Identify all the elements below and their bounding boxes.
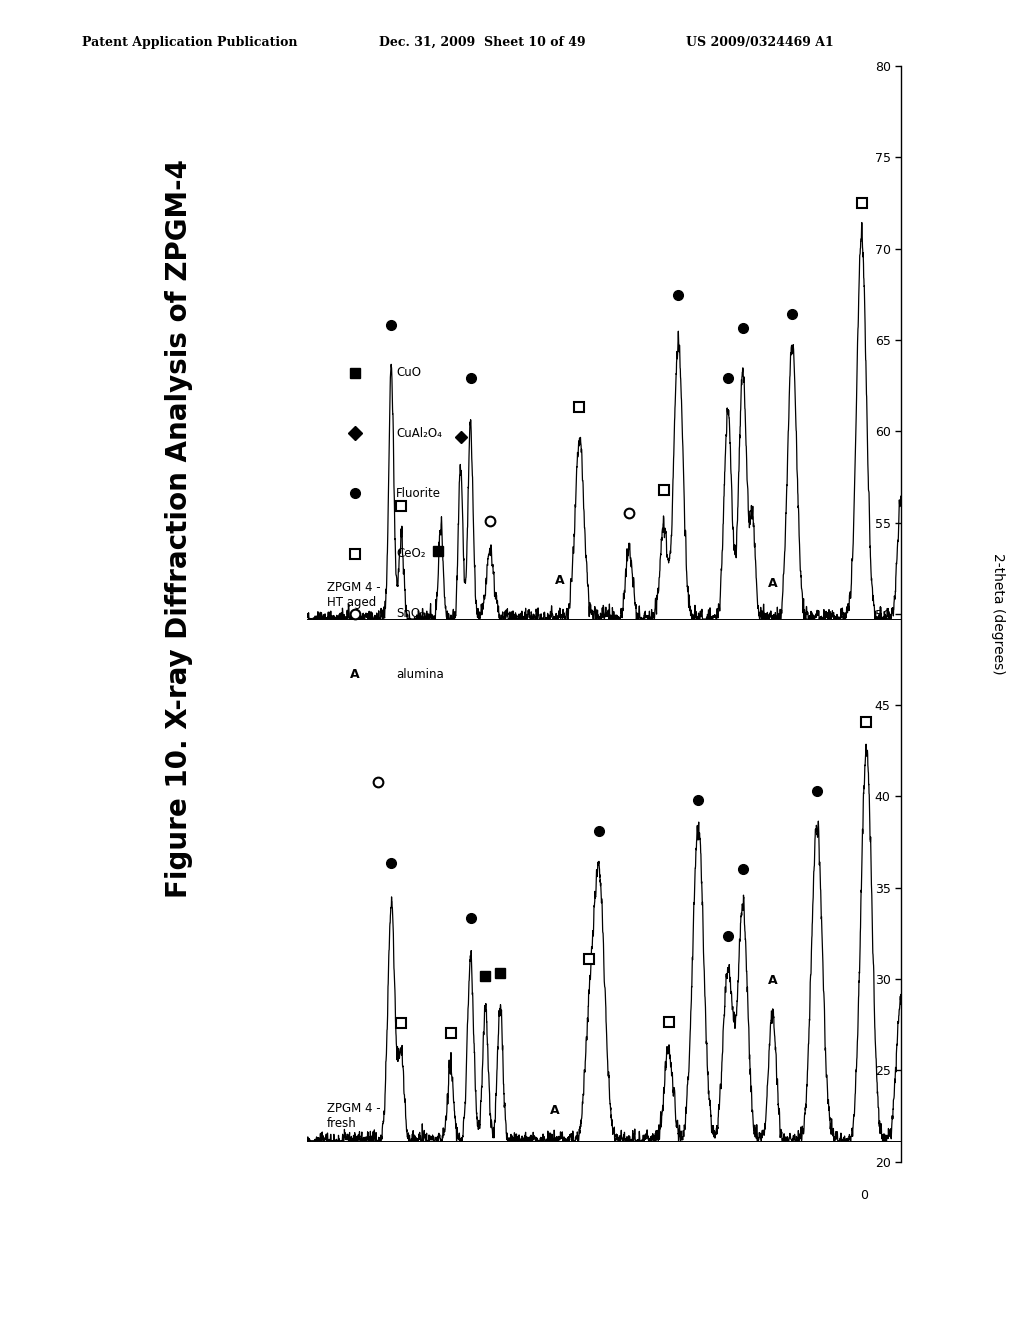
Text: ZPGM 4 -
HT aged: ZPGM 4 - HT aged [327, 581, 381, 609]
Text: US 2009/0324469 A1: US 2009/0324469 A1 [686, 36, 834, 49]
Text: 2-theta (degrees): 2-theta (degrees) [991, 553, 1006, 675]
Text: CuO: CuO [396, 366, 421, 379]
Text: A: A [350, 668, 359, 681]
Text: CeO₂: CeO₂ [396, 546, 426, 560]
Text: alumina: alumina [396, 668, 444, 681]
Text: SnO₂: SnO₂ [396, 607, 425, 620]
Text: Patent Application Publication: Patent Application Publication [82, 36, 297, 49]
Text: 0: 0 [860, 1189, 868, 1203]
Text: Dec. 31, 2009  Sheet 10 of 49: Dec. 31, 2009 Sheet 10 of 49 [379, 36, 586, 49]
Text: A: A [768, 974, 777, 987]
Text: Fluorite: Fluorite [396, 487, 441, 500]
Text: A: A [768, 577, 777, 590]
Text: A: A [555, 574, 564, 587]
Text: ZPGM 4 -
fresh: ZPGM 4 - fresh [327, 1102, 381, 1130]
Text: Figure 10. X-ray Diffraction Analysis of ZPGM-4: Figure 10. X-ray Diffraction Analysis of… [165, 158, 194, 898]
Text: CuAl₂O₄: CuAl₂O₄ [396, 426, 442, 440]
Text: A: A [550, 1104, 559, 1117]
